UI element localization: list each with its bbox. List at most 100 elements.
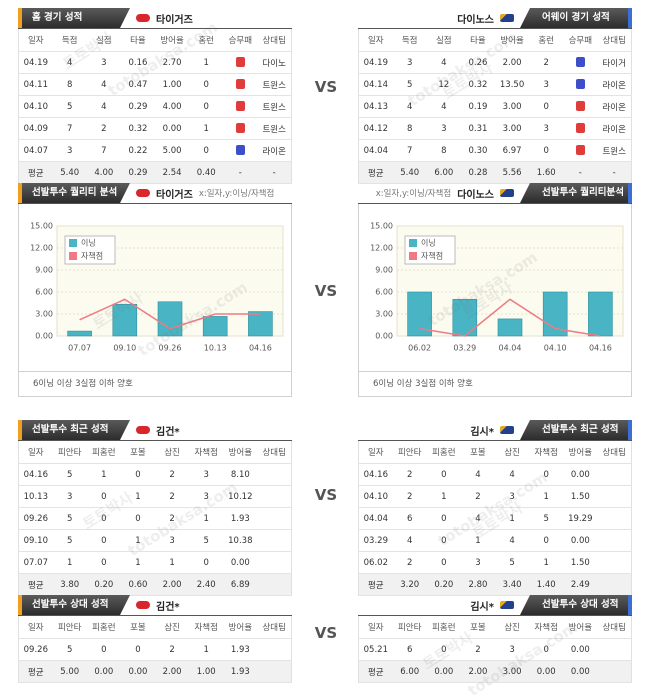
bar xyxy=(157,301,183,337)
table-cell xyxy=(257,660,292,683)
table-cell: 2 xyxy=(155,463,190,486)
table-cell: 8.10 xyxy=(223,463,258,486)
table-cell: 04.19 xyxy=(358,51,393,74)
y-tick-label: 9.00 xyxy=(35,266,53,275)
panel-header: 다이노스 어웨이 경기 성적 xyxy=(358,8,632,29)
table-cell: 2 xyxy=(155,507,190,530)
header-cell: 실점 xyxy=(86,29,121,52)
x-tick-label: 03.29 xyxy=(453,344,476,353)
table-cell: 0.20 xyxy=(86,573,121,596)
result-cell xyxy=(563,139,598,162)
table-cell: 0 xyxy=(529,95,564,118)
table-cell: 2.00 xyxy=(155,573,190,596)
legend-swatch xyxy=(69,252,77,260)
table-cell: 2.00 xyxy=(155,660,190,683)
table-cell: 트윈스 xyxy=(257,95,292,118)
table-cell: 19.29 xyxy=(563,507,598,530)
table-cell: 1 xyxy=(529,551,564,574)
table-row: 06.02 2 0 3 5 1 1.50 xyxy=(358,551,632,574)
result-icon xyxy=(575,57,585,68)
table-row: 04.10 5 4 0.29 4.00 0 트윈스 xyxy=(18,95,292,118)
table-cell: 0.00 xyxy=(223,551,258,574)
table-cell: 1.93 xyxy=(223,507,258,530)
bar xyxy=(588,291,613,337)
table-cell: 0.31 xyxy=(460,117,495,140)
header-cell: 피홈런 xyxy=(426,616,461,639)
table-cell: 04.11 xyxy=(18,73,53,96)
header-cell: 타율 xyxy=(120,29,155,52)
result-icon xyxy=(575,101,585,112)
table-header: 일자 피안타 피홈런 포볼 삼진 자책점 방어율 상대팀 xyxy=(18,616,292,639)
panel: x:일자,y:이닝/자책점 다이노스 선발투수 퀄리티분석 0.00 3.00 6.00 9… xyxy=(358,183,632,397)
team-name: 김시* xyxy=(470,426,494,438)
table-cell: 3.80 xyxy=(52,573,87,596)
header-cell: 피안타 xyxy=(392,441,427,464)
table-cell: 1.00 xyxy=(189,660,224,683)
header-cell: 방어율 xyxy=(223,441,258,464)
header-cell: 포볼 xyxy=(460,616,495,639)
table-cell: 3.20 xyxy=(392,573,427,596)
table-cell: 2.40 xyxy=(189,573,224,596)
y-tick-label: 3.00 xyxy=(35,310,53,319)
result-cell xyxy=(223,95,258,118)
table-cell: 2.70 xyxy=(155,51,190,74)
table-cell: 1 xyxy=(155,551,190,574)
header-cell: 승무패 xyxy=(223,29,258,52)
x-tick-label: 09.26 xyxy=(159,344,182,353)
table-cell: 트윈스 xyxy=(257,73,292,96)
table-cell: 0 xyxy=(529,463,564,486)
table-cell: 타이거 xyxy=(597,51,632,74)
table-cell: 2 xyxy=(460,485,495,508)
table-row: 04.04 6 0 4 1 5 19.29 xyxy=(358,507,632,530)
table-cell: 05.21 xyxy=(358,638,393,661)
table-cell: 0 xyxy=(189,551,224,574)
y-tick-label: 15.00 xyxy=(370,222,393,231)
table-cell: 트윈스 xyxy=(597,139,632,162)
x-tick-label: 04.10 xyxy=(544,344,567,353)
section-title: 선발투수 최근 성적 xyxy=(18,420,130,440)
table-cell: 0 xyxy=(86,638,121,661)
table-row: 04.19 4 3 0.16 2.70 1 다이노 xyxy=(18,51,292,74)
table-cell: 5.40 xyxy=(52,161,87,184)
table-cell: 라이온 xyxy=(597,95,632,118)
table-cell xyxy=(597,507,632,530)
header-cell: 포볼 xyxy=(460,441,495,464)
table-row: 04.12 8 3 0.31 3.00 3 라이온 xyxy=(358,117,632,140)
table-cell: 0.00 xyxy=(426,660,461,683)
table-cell: 0 xyxy=(189,95,224,118)
table-row: 09.10 5 0 1 3 5 10.38 xyxy=(18,529,292,552)
header-cell: 일자 xyxy=(358,616,393,639)
table-cell: 0.00 xyxy=(563,529,598,552)
table-cell: 3 xyxy=(460,551,495,574)
section-title: 어웨이 경기 성적 xyxy=(520,8,632,28)
table-cell: 0.32 xyxy=(460,73,495,96)
table-cell: 4 xyxy=(392,529,427,552)
table-cell: 6 xyxy=(392,507,427,530)
bar xyxy=(452,299,478,337)
table-row: 04.09 7 2 0.32 0.00 1 트윈스 xyxy=(18,117,292,140)
table-cell: 04.04 xyxy=(358,139,393,162)
header-cell: 피홈런 xyxy=(426,441,461,464)
section-title: 선발투수 최근 성적 xyxy=(520,420,632,440)
header-cell: 상대팀 xyxy=(257,616,292,639)
table-cell: 3.00 xyxy=(495,117,530,140)
table-row: 04.07 3 7 0.22 5.00 0 라이온 xyxy=(18,139,292,162)
table-cell: 0.40 xyxy=(189,161,224,184)
table-cell: 0.00 xyxy=(563,638,598,661)
section-title: 선발투수 퀄리티분석 xyxy=(520,183,632,203)
table-cell: 평균 xyxy=(18,161,53,184)
table-row: 04.10 2 1 2 3 1 1.50 xyxy=(358,485,632,508)
table-cell: 0.00 xyxy=(529,660,564,683)
header-cell: 일자 xyxy=(358,29,393,52)
legend-label: 자책점 xyxy=(421,251,443,261)
table-row: 평균 3.80 0.20 0.60 2.00 2.40 6.89 xyxy=(18,573,292,596)
result-icon xyxy=(235,79,245,90)
stats-table: 일자 피안타 피홈런 포볼 삼진 자책점 방어율 상대팀 04.16 5 1 0 2 3 8.10 10.13… xyxy=(18,441,292,596)
table-cell: 다이노 xyxy=(257,51,292,74)
result-icon xyxy=(235,101,245,112)
table-row: 04.11 8 4 0.47 1.00 0 트윈스 xyxy=(18,73,292,96)
table-cell: 5.56 xyxy=(495,161,530,184)
legend-label: 이닝 xyxy=(81,238,96,248)
result-cell xyxy=(223,117,258,140)
x-tick-label: 04.16 xyxy=(249,344,272,353)
